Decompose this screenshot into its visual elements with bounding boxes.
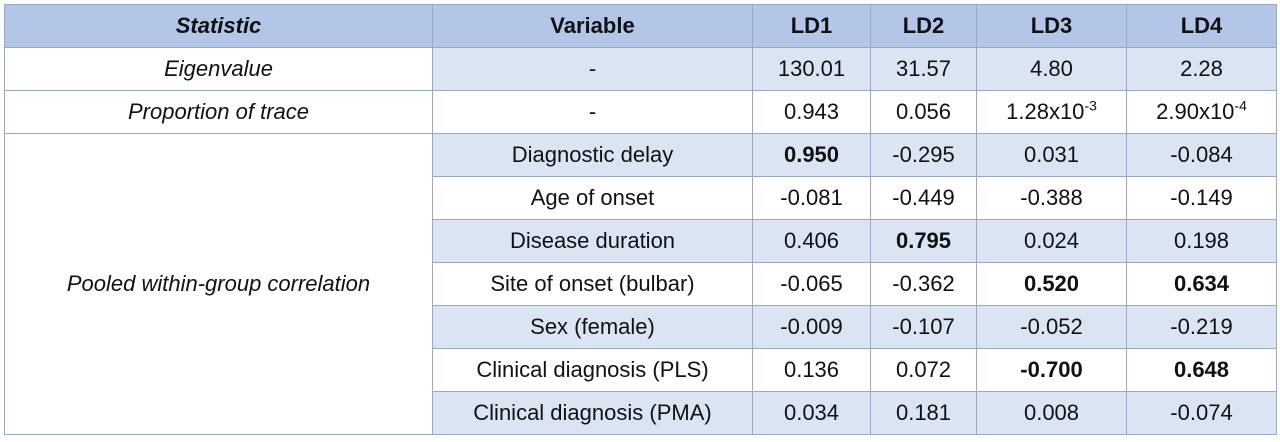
- table-row: Pooled within-group correlation Diagnosti…: [4, 133, 1277, 435]
- ld2-cell: -0.107: [870, 305, 977, 349]
- header-ld4: LD4: [1126, 4, 1277, 48]
- pooled-correlation-label: Pooled within-group correlation: [4, 133, 433, 435]
- ld4-cell: -0.149: [1126, 176, 1277, 220]
- table-row: Clinical diagnosis (PMA) 0.034 0.181 0.008-…: [5, 391, 1277, 435]
- ld2-cell: 0.181: [870, 391, 977, 435]
- eigenvalue-ld1: 130.01: [752, 47, 871, 91]
- ld4-cell: 0.198: [1126, 219, 1277, 263]
- ld1-cell: 0.950: [752, 133, 871, 177]
- ld3-cell: -0.388: [976, 176, 1127, 220]
- ld3-cell: -0.700: [976, 348, 1127, 392]
- ld4-cell: 0.648: [1126, 348, 1277, 392]
- ld1-cell: 0.034: [752, 391, 871, 435]
- pooled-correlation-section: Pooled within-group correlation Diagnosti…: [4, 133, 1277, 435]
- header-statistic: Statistic: [4, 4, 433, 48]
- ld3-cell: -0.052: [976, 305, 1127, 349]
- trace-ld3-base: 1.28x10: [1006, 99, 1085, 124]
- ld3-cell: 0.031: [976, 133, 1127, 177]
- header-ld3: LD3: [976, 4, 1127, 48]
- ld1-cell: 0.406: [752, 219, 871, 263]
- ld3-cell: 0.024: [976, 219, 1127, 263]
- ld4-cell: -0.219: [1126, 305, 1277, 349]
- ld1-cell: -0.065: [752, 262, 871, 306]
- variable-cell: Diagnostic delay: [432, 133, 753, 177]
- variable-cell: Clinical diagnosis (PLS): [432, 348, 753, 392]
- trace-ld4-exponent: -4: [1234, 97, 1247, 114]
- header-ld2: LD2: [870, 4, 977, 48]
- variable-cell: Sex (female): [432, 305, 753, 349]
- variable-cell: Site of onset (bulbar): [432, 262, 753, 306]
- lda-results-table: Statistic Variable LD1 LD2 LD3 LD4 Eigen…: [4, 4, 1277, 435]
- table-row: Clinical diagnosis (PLS) 0.136 0.072 -0.700…: [5, 348, 1277, 392]
- variable-cell: Clinical diagnosis (PMA): [432, 391, 753, 435]
- ld4-cell: -0.074: [1126, 391, 1277, 435]
- variable-cell: Disease duration: [432, 219, 753, 263]
- eigenvalue-variable: -: [432, 47, 753, 91]
- eigenvalue-ld4: 2.28: [1126, 47, 1277, 91]
- ld2-cell: -0.362: [870, 262, 977, 306]
- trace-ld2: 0.056: [870, 90, 977, 134]
- table-row: Disease duration 0.406 0.795 0.024 0.198: [5, 219, 1277, 263]
- trace-ld3-exponent: -3: [1084, 97, 1097, 114]
- header-row: Statistic Variable LD1 LD2 LD3 LD4: [4, 4, 1277, 48]
- trace-ld4: 2.90x10-4: [1126, 90, 1277, 134]
- variable-cell: Age of onset: [432, 176, 753, 220]
- trace-row: Proportion of trace - 0.943 0.056 1.28x1…: [4, 90, 1277, 134]
- eigenvalue-ld3: 4.80: [976, 47, 1127, 91]
- eigenvalue-ld2: 31.57: [870, 47, 977, 91]
- ld1-cell: -0.081: [752, 176, 871, 220]
- ld1-cell: -0.009: [752, 305, 871, 349]
- eigenvalue-row: Eigenvalue - 130.01 31.57 4.80 2.28: [4, 47, 1277, 91]
- trace-label: Proportion of trace: [4, 90, 433, 134]
- ld3-cell: 0.520: [976, 262, 1127, 306]
- trace-variable: -: [432, 90, 753, 134]
- ld2-cell: -0.449: [870, 176, 977, 220]
- trace-ld1: 0.943: [752, 90, 871, 134]
- header-ld1: LD1: [752, 4, 871, 48]
- ld1-cell: 0.136: [752, 348, 871, 392]
- ld3-cell: 0.008: [976, 391, 1127, 435]
- table-row: Age of onset -0.081 -0.449 -0.388 -0.149: [5, 176, 1277, 220]
- trace-ld3: 1.28x10-3: [976, 90, 1127, 134]
- table-row: Sex (female) -0.009 -0.107 -0.052 -0.219: [5, 305, 1277, 349]
- eigenvalue-label: Eigenvalue: [4, 47, 433, 91]
- ld2-cell: 0.072: [870, 348, 977, 392]
- ld2-cell: -0.295: [870, 133, 977, 177]
- trace-ld4-base: 2.90x10: [1156, 99, 1235, 124]
- ld4-cell: 0.634: [1126, 262, 1277, 306]
- header-variable: Variable: [432, 4, 753, 48]
- ld4-cell: -0.084: [1126, 133, 1277, 177]
- ld2-cell: 0.795: [870, 219, 977, 263]
